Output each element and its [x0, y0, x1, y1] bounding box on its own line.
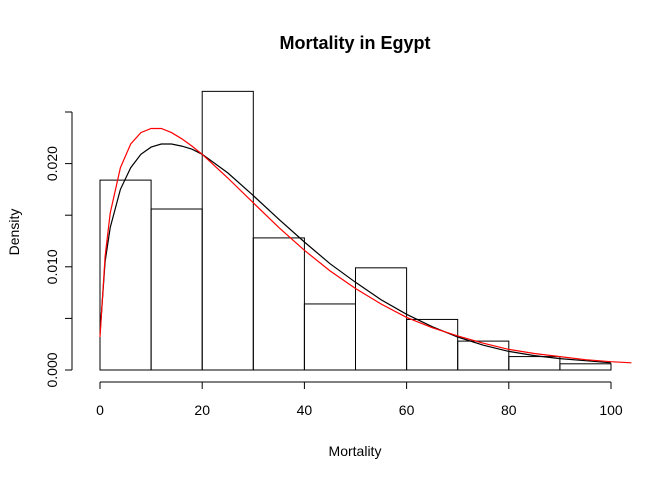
- histogram-bar-5: [355, 267, 408, 371]
- histogram-bar-4: [303, 303, 356, 371]
- histogram-bar-3: [252, 237, 305, 371]
- x-tick-label-1: 20: [194, 402, 210, 418]
- density-curve-0: [99, 143, 612, 364]
- x-tick-label-5: 100: [599, 402, 623, 418]
- y-tick-label-0: 0.000: [44, 352, 60, 387]
- histogram-bar-1: [150, 208, 203, 371]
- histogram-bar-2: [201, 90, 254, 371]
- x-tick-label-3: 60: [399, 402, 415, 418]
- bars-layer: [99, 90, 612, 371]
- histogram-bar-7: [457, 340, 510, 371]
- x-tick-label-2: 40: [297, 402, 313, 418]
- density-curves-layer: [99, 127, 632, 364]
- y-tick-label-2: 0.010: [44, 249, 60, 284]
- y-axis: 0.000 0.010 0.020: [44, 111, 73, 388]
- x-tick-label-4: 80: [501, 402, 517, 418]
- histogram-bar-0: [99, 179, 152, 371]
- x-axis-label: Mortality: [329, 443, 382, 459]
- histogram-bar-8: [508, 356, 561, 371]
- x-axis: 0 20 40 60 80 100: [96, 381, 623, 418]
- x-tick-label-0: 0: [96, 402, 104, 418]
- y-tick-label-4: 0.020: [44, 146, 60, 181]
- y-axis-label: Density: [6, 209, 22, 256]
- chart-title: Mortality in Egypt: [279, 33, 430, 53]
- histogram-bar-9: [559, 363, 612, 371]
- density-curve-1: [99, 127, 632, 364]
